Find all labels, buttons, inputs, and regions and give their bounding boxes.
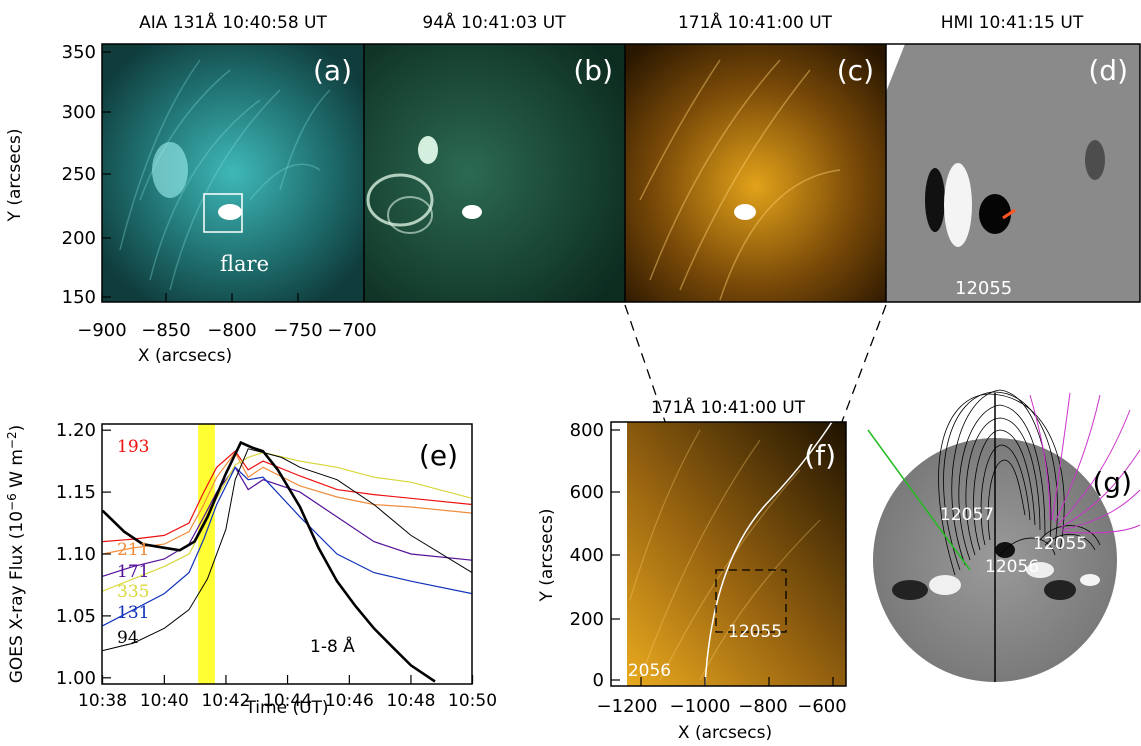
chart-ticks: 10:38 10:40 10:42 10:44 10:46 10:48 10:50 1.00 1…: [56, 420, 497, 711]
f-x-tick: −800: [738, 696, 787, 717]
panel-f-region-b: 12056: [617, 661, 671, 681]
legend-entry-0: 193: [117, 437, 149, 457]
flare-time-highlight: [198, 424, 215, 684]
top-x-tick: −900: [77, 320, 126, 341]
y-tick-label: 1.20: [56, 420, 96, 441]
panel-f-title: 171Å 10:41:00 UT: [651, 396, 806, 418]
f-y-tick: 600: [570, 482, 604, 503]
x-tick-label: 10:44: [263, 691, 312, 711]
flare-box: [203, 193, 243, 233]
top-y-tick: 250: [62, 164, 96, 185]
y-tick-label: 1.00: [56, 668, 96, 689]
field-lines-open: [1029, 392, 1141, 534]
panel-d-title: HMI 10:41:15 UT: [941, 13, 1084, 33]
panel-g-label: (g): [1092, 466, 1132, 499]
chart-y-label: GOES X-ray Flux (10−6 W m−2): [5, 425, 27, 684]
region-label: 12055: [1033, 534, 1087, 554]
f-y-label: Y (arcsecs): [537, 509, 557, 603]
series-line-6: [101, 440, 436, 683]
top-x-tick: −850: [141, 320, 190, 341]
line-of-sight: [867, 429, 971, 571]
flare-label: flare: [220, 252, 269, 276]
top-y-tick: 200: [62, 228, 96, 249]
panel-d: 12055 (d): [886, 44, 1140, 302]
top-y-tick: 300: [62, 102, 96, 123]
panel-a-label: (a): [313, 54, 352, 87]
x-tick-label: 10:40: [140, 691, 189, 711]
panel-f-label: (f): [804, 439, 836, 472]
f-x-tick: −600: [797, 696, 846, 717]
top-x-tick: −700: [327, 320, 376, 341]
f-x-tick: −1000: [670, 696, 731, 717]
legend-entry-4: 131: [117, 603, 149, 623]
top-x-tick: −800: [207, 320, 256, 341]
legend-entry-2: 171: [117, 562, 149, 582]
series-line-2: [102, 466, 473, 577]
panel-d-region: 12055: [955, 278, 1012, 299]
panel-a: flare (a): [102, 44, 364, 302]
band-label: 1-8 Å: [310, 635, 355, 657]
panel-b: (b): [364, 44, 625, 302]
f-x-label: X (arcsecs): [678, 723, 772, 743]
series-line-5: [102, 448, 473, 652]
f-y-tick: 400: [570, 545, 604, 566]
panel-c-title: 171Å 10:41:00 UT: [678, 11, 833, 33]
top-x-tick: −750: [273, 320, 322, 341]
x-tick-label: 10:42: [201, 691, 250, 711]
panel-f: 12055 12056 (f) 171Å 10:41:00 UT 800 600…: [537, 396, 847, 743]
panel-c-label: (c): [837, 54, 874, 87]
panel-a-title: AIA 131Å 10:40:58 UT: [139, 11, 327, 33]
y-tick-label: 1.10: [56, 544, 96, 565]
panel-g: 12057 12055 12056 (g): [867, 389, 1141, 682]
panel-c: (c): [625, 44, 886, 302]
panel-e-label: (e): [419, 439, 458, 472]
series-line-3: [102, 451, 473, 592]
f-y-tick: 800: [570, 420, 604, 441]
panel-d-label: (d): [1088, 54, 1128, 87]
x-tick-label: 10:48: [386, 691, 435, 711]
panel-e: 10:38 10:40 10:42 10:44 10:46 10:48 10:50 1.00 1…: [5, 420, 497, 718]
limb-curve: [704, 399, 847, 687]
y-tick-label: 1.15: [56, 482, 96, 503]
top-y-tick: 150: [62, 287, 96, 308]
chart-x-label: Time (UT): [244, 698, 328, 718]
panel-f-region-a: 12055: [728, 622, 782, 642]
region-label: 12056: [985, 557, 1039, 577]
f-y-tick: 0: [593, 670, 604, 691]
f-x-tick: −1200: [597, 696, 658, 717]
top-frame: [101, 43, 1141, 303]
x-tick-label: 10:38: [78, 691, 127, 711]
x-tick-label: 10:46: [325, 691, 374, 711]
series-line-4: [102, 466, 473, 627]
top-x-label: X (arcsecs): [138, 346, 232, 366]
panel-b-label: (b): [573, 54, 613, 87]
top-y-axis: 350 300 250 200 150 Y (arcsecs): [5, 42, 111, 308]
legend-entry-3: 335: [117, 582, 149, 602]
y-tick-label: 1.05: [56, 606, 96, 627]
region-label: 12057: [940, 505, 994, 525]
top-x-axis: −900 −850 −800 −750 −700 X (arcsecs): [77, 293, 377, 366]
top-y-tick: 350: [62, 42, 96, 63]
chart-series-group: [101, 440, 473, 683]
panel-b-title: 94Å 10:41:03 UT: [422, 11, 566, 33]
x-tick-label: 10:50: [448, 691, 497, 711]
legend-entry-5: 94: [117, 628, 139, 648]
f-y-tick: 200: [570, 609, 604, 630]
field-lines-black: [938, 389, 1101, 576]
legend-entry-1: 211: [117, 540, 149, 560]
top-y-label: Y (arcsecs): [5, 129, 25, 223]
